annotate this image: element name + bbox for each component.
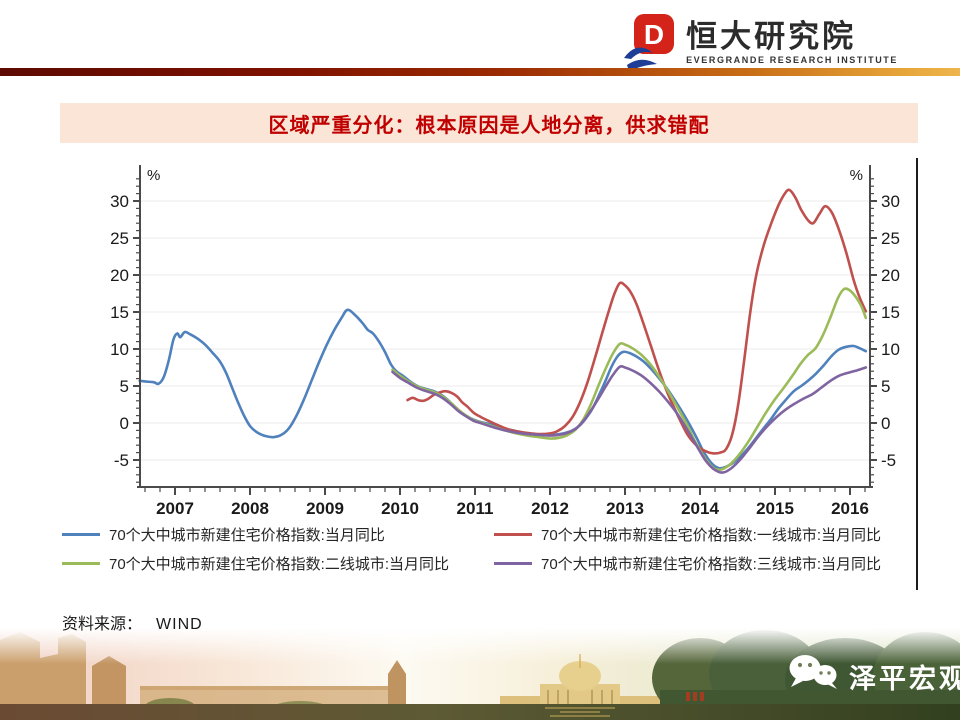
series-line-3 bbox=[391, 364, 868, 474]
svg-text:30: 30 bbox=[881, 192, 900, 211]
svg-text:2011: 2011 bbox=[457, 499, 494, 518]
svg-text:30: 30 bbox=[110, 192, 129, 211]
svg-text:2013: 2013 bbox=[606, 499, 644, 518]
svg-text:0: 0 bbox=[881, 414, 890, 433]
svg-text:%: % bbox=[850, 167, 863, 184]
evergrande-logo: D 恒大研究院 EVERGRANDE RESEARCH INSTITUTE bbox=[624, 14, 898, 72]
figures-silhouette bbox=[686, 692, 704, 701]
svg-text:0: 0 bbox=[120, 414, 129, 433]
svg-text:2012: 2012 bbox=[531, 499, 569, 518]
footer-photo-strip: 泽平宏观 bbox=[0, 628, 960, 720]
source-note: 资料来源： WIND bbox=[62, 610, 203, 634]
svg-text:%: % bbox=[147, 167, 160, 184]
svg-text:10: 10 bbox=[110, 340, 129, 359]
svg-text:-5: -5 bbox=[881, 451, 896, 470]
svg-text:2010: 2010 bbox=[381, 499, 419, 518]
water-reflections bbox=[545, 707, 615, 717]
series-line-1 bbox=[406, 188, 868, 455]
watermark-text: 泽平宏观 bbox=[849, 663, 960, 694]
legend-label-1: 70个大中城市新建住宅价格指数:一线城市:当月同比 bbox=[541, 527, 882, 544]
legend-label-3: 70个大中城市新建住宅价格指数:三线城市:当月同比 bbox=[541, 556, 882, 573]
svg-text:2008: 2008 bbox=[231, 499, 269, 518]
legend-item-1: 70个大中城市新建住宅价格指数:一线城市:当月同比 bbox=[494, 524, 918, 545]
legend-item-3: 70个大中城市新建住宅价格指数:三线城市:当月同比 bbox=[494, 553, 918, 574]
svg-text:-5: -5 bbox=[114, 451, 129, 470]
legend-label-2: 70个大中城市新建住宅价格指数:二线城市:当月同比 bbox=[109, 556, 450, 573]
legend-item-2: 70个大中城市新建住宅价格指数:二线城市:当月同比 bbox=[62, 553, 494, 574]
svg-text:15: 15 bbox=[881, 303, 900, 322]
chart-legend: 70个大中城市新建住宅价格指数:当月同比 70个大中城市新建住宅价格指数:一线城市… bbox=[62, 524, 918, 574]
series-line-0 bbox=[138, 308, 868, 470]
divider-line bbox=[916, 158, 918, 590]
svg-text:25: 25 bbox=[881, 229, 900, 248]
svg-text:5: 5 bbox=[120, 377, 129, 396]
header-accent-bar bbox=[0, 68, 960, 76]
evergrande-logo-icon: D bbox=[624, 14, 675, 71]
legend-item-0: 70个大中城市新建住宅价格指数:当月同比 bbox=[62, 524, 494, 545]
legend-swatch-1 bbox=[494, 533, 532, 536]
svg-text:2015: 2015 bbox=[756, 499, 794, 518]
slide-title-bar: 区域严重分化：根本原因是人地分离，供求错配 bbox=[60, 103, 918, 143]
legend-swatch-2 bbox=[62, 562, 100, 565]
logo-en-text: EVERGRANDE RESEARCH INSTITUTE bbox=[686, 55, 898, 66]
slide-title: 区域严重分化：根本原因是人地分离，供求错配 bbox=[268, 114, 710, 137]
source-label: 资料来源： bbox=[62, 616, 143, 633]
svg-text:2007: 2007 bbox=[156, 499, 194, 518]
svg-text:2016: 2016 bbox=[831, 499, 869, 518]
source-value: WIND bbox=[156, 616, 203, 633]
legend-swatch-3 bbox=[494, 562, 532, 565]
line-chart: -5 -5 0 0 5 5 10 10 15 15 20 20 25 25 30 30%% 2007 2008 20… bbox=[0, 150, 960, 522]
svg-text:2014: 2014 bbox=[681, 499, 719, 518]
svg-text:20: 20 bbox=[110, 266, 129, 285]
legend-label-0: 70个大中城市新建住宅价格指数:当月同比 bbox=[109, 527, 385, 544]
svg-text:25: 25 bbox=[110, 229, 129, 248]
water bbox=[0, 704, 960, 720]
svg-text:5: 5 bbox=[881, 377, 890, 396]
svg-text:15: 15 bbox=[110, 303, 129, 322]
svg-text:D: D bbox=[644, 19, 664, 50]
logo-cn-text: 恒大研究院 bbox=[686, 18, 857, 54]
series-line-2 bbox=[391, 287, 868, 472]
legend-swatch-0 bbox=[62, 533, 100, 536]
wechat-icon bbox=[789, 655, 837, 689]
svg-text:20: 20 bbox=[881, 266, 900, 285]
svg-text:10: 10 bbox=[881, 340, 900, 359]
svg-text:2009: 2009 bbox=[306, 499, 344, 518]
